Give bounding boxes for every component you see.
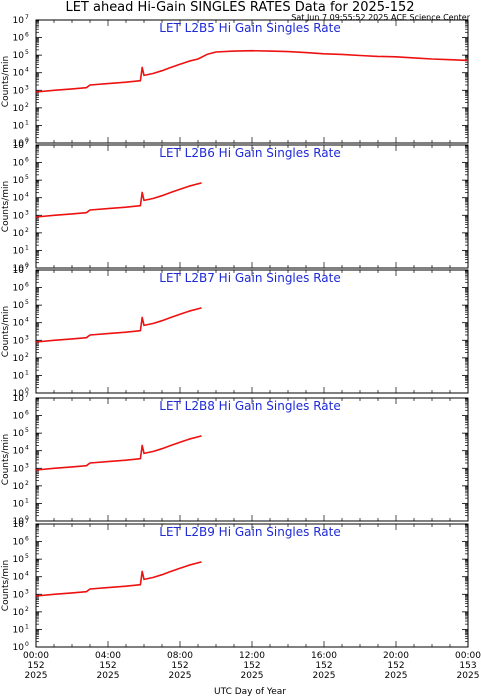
series-line bbox=[35, 561, 202, 597]
y-tick-label: 105 bbox=[13, 174, 29, 186]
x-tick-text: 2025 bbox=[241, 671, 264, 681]
x-axis: 00:00152202504:00152202508:00152202512:0… bbox=[23, 651, 481, 681]
y-tick-label: 105 bbox=[13, 299, 29, 311]
panel-5: 100 101 102 103 104 105 106 107 Counts/min LET L2… bbox=[1, 518, 469, 653]
y-tick-label: 106 bbox=[13, 410, 29, 422]
y-tick-label: 106 bbox=[13, 536, 29, 548]
panel-2: 100 101 102 103 104 105 106 107 Counts/min LET L2… bbox=[1, 139, 469, 274]
x-tick-text: 153 bbox=[459, 661, 476, 671]
x-tick-text: 00:00 bbox=[455, 651, 481, 661]
x-tick-text: 08:00 bbox=[167, 651, 193, 661]
x-tick-text: 152 bbox=[171, 661, 188, 671]
plot-frame bbox=[35, 269, 469, 394]
panel-3: 100 101 102 103 104 105 106 107 Counts/min LET L2… bbox=[1, 264, 469, 399]
x-tick-text: 152 bbox=[387, 661, 404, 671]
y-tick-label: 105 bbox=[13, 49, 29, 61]
plot-frame bbox=[35, 19, 469, 144]
x-tick-text: 152 bbox=[315, 661, 332, 671]
y-axis-label: Counts/min bbox=[1, 56, 11, 107]
panel-title: LET L2B6 Hi Gain Singles Rate bbox=[159, 146, 340, 160]
figure-subtitle: Sat Jun 7 09:55:52 2025 ACE Science Cent… bbox=[291, 13, 470, 22]
y-axis-label: Counts/min bbox=[1, 306, 11, 357]
x-tick-text: 00:00 bbox=[23, 651, 49, 661]
y-tick-label: 105 bbox=[13, 427, 29, 439]
y-tick-label: 104 bbox=[13, 192, 29, 204]
y-tick-label: 106 bbox=[13, 157, 29, 169]
x-tick-text: 2025 bbox=[385, 671, 408, 681]
y-tick-label: 100 bbox=[13, 641, 29, 653]
y-tick-label: 103 bbox=[13, 209, 29, 221]
plot-frame bbox=[35, 397, 469, 522]
y-axis-label: Counts/min bbox=[1, 434, 11, 485]
y-tick-label: 102 bbox=[13, 480, 29, 492]
panel-title: LET L2B8 Hi Gain Singles Rate bbox=[159, 399, 340, 413]
y-tick-label: 102 bbox=[13, 227, 29, 239]
x-tick-text: 2025 bbox=[25, 671, 48, 681]
panel-1: 100 101 102 103 104 105 106 107 Counts/min LET L2… bbox=[1, 14, 469, 149]
y-tick-label: 106 bbox=[13, 32, 29, 44]
y-tick-label: 100 bbox=[13, 137, 29, 149]
plot-frame bbox=[35, 144, 469, 269]
y-tick-label: 102 bbox=[13, 352, 29, 364]
x-tick-text: 2025 bbox=[97, 671, 120, 681]
y-tick-label: 100 bbox=[13, 387, 29, 399]
y-tick-label: 104 bbox=[13, 571, 29, 583]
panel-title: LET L2B7 Hi Gain Singles Rate bbox=[159, 271, 340, 285]
y-tick-label: 104 bbox=[13, 67, 29, 79]
series-line bbox=[35, 182, 202, 218]
x-tick-text: 2025 bbox=[313, 671, 336, 681]
y-tick-label: 107 bbox=[13, 518, 29, 530]
plot-frame bbox=[35, 523, 469, 648]
series-line bbox=[35, 307, 202, 343]
panel-4: 100 101 102 103 104 105 106 107 Counts/min LET L2… bbox=[1, 392, 469, 527]
y-tick-label: 103 bbox=[13, 334, 29, 346]
y-tick-label: 104 bbox=[13, 317, 29, 329]
x-axis-label: UTC Day of Year bbox=[214, 687, 286, 697]
y-tick-label: 102 bbox=[13, 102, 29, 114]
x-tick-text: 16:00 bbox=[311, 651, 337, 661]
y-tick-label: 102 bbox=[13, 606, 29, 618]
y-tick-label: 104 bbox=[13, 445, 29, 457]
x-tick-text: 152 bbox=[243, 661, 260, 671]
x-tick-text: 12:00 bbox=[239, 651, 265, 661]
x-tick-text: 2025 bbox=[169, 671, 192, 681]
x-tick-text: 2025 bbox=[457, 671, 480, 681]
x-tick-text: 20:00 bbox=[383, 651, 409, 661]
y-tick-label: 101 bbox=[13, 497, 29, 509]
y-tick-label: 101 bbox=[13, 369, 29, 381]
y-tick-label: 103 bbox=[13, 588, 29, 600]
y-tick-label: 107 bbox=[13, 139, 29, 151]
y-tick-label: 100 bbox=[13, 515, 29, 527]
y-tick-label: 103 bbox=[13, 462, 29, 474]
y-tick-label: 107 bbox=[13, 264, 29, 276]
y-tick-label: 100 bbox=[13, 262, 29, 274]
y-tick-label: 101 bbox=[13, 119, 29, 131]
series-line bbox=[35, 49, 469, 93]
x-tick-text: 152 bbox=[27, 661, 44, 671]
y-axis-label: Counts/min bbox=[1, 181, 11, 232]
y-axis-label: Counts/min bbox=[1, 560, 11, 611]
figure-title: LET ahead Hi-Gain SINGLES RATES Data for… bbox=[65, 0, 414, 15]
x-tick-text: 04:00 bbox=[95, 651, 121, 661]
panel-title: LET L2B5 Hi Gain Singles Rate bbox=[159, 21, 340, 35]
y-tick-label: 101 bbox=[13, 244, 29, 256]
panel-title: LET L2B9 Hi Gain Singles Rate bbox=[159, 525, 340, 539]
y-tick-label: 107 bbox=[13, 14, 29, 26]
x-tick-text: 152 bbox=[99, 661, 116, 671]
panels: 100 101 102 103 104 105 106 107 Counts/min LET L2… bbox=[1, 14, 469, 653]
y-tick-label: 107 bbox=[13, 392, 29, 404]
y-tick-label: 101 bbox=[13, 623, 29, 635]
series-line bbox=[35, 435, 202, 471]
y-tick-label: 103 bbox=[13, 84, 29, 96]
y-tick-label: 106 bbox=[13, 282, 29, 294]
y-tick-label: 105 bbox=[13, 553, 29, 565]
